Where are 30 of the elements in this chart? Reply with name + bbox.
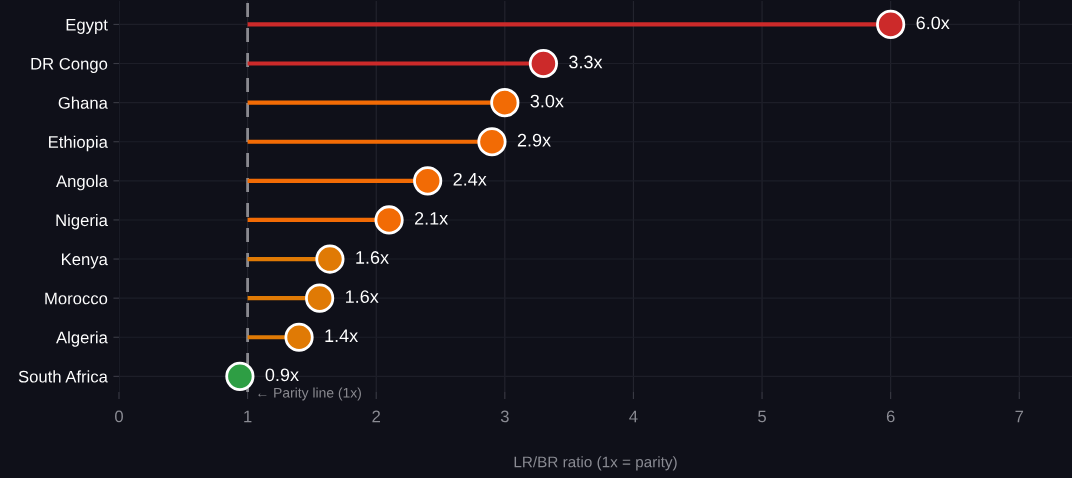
y-tick-label: Ethiopia (49, 135, 108, 152)
y-tick-label: Nigeria (56, 213, 108, 230)
data-label: 2.9x (517, 133, 551, 147)
y-tick-label: Morocco (45, 292, 108, 305)
y-tick-label: Ghana (58, 96, 108, 109)
data-label: 1.4x (325, 329, 358, 342)
x-tick-label: 4 (629, 410, 638, 423)
y-tick-label: South Africa (18, 370, 108, 383)
data-label: 3.3x (569, 55, 603, 69)
x-tick-label: 1 (244, 410, 252, 423)
x-axis-title: LR/BR ratio (1x = parity) (514, 456, 677, 471)
data-label: 1.6x (346, 290, 379, 303)
data-label: 0.9x (265, 368, 299, 382)
x-tick-label: 3 (500, 410, 509, 423)
x-tick-label: 6 (886, 410, 895, 423)
data-label: 2.4x (453, 172, 487, 186)
data-label: 1.6x (356, 251, 389, 264)
y-tick-label: Angola (56, 174, 108, 191)
data-label: 3.0x (530, 94, 564, 108)
x-tick-label: 7 (1015, 410, 1024, 423)
x-tick-label: 2 (372, 410, 381, 423)
ref-line-label: ← Parity line (1x) (258, 387, 361, 401)
y-tick-label: Egypt (66, 18, 108, 34)
y-tick-label: Algeria (56, 331, 108, 347)
y-tick-label: DR Congo (31, 57, 108, 74)
data-label: 6.0x (916, 16, 950, 30)
data-label: 2.1x (414, 212, 449, 225)
x-tick-label: 5 (758, 410, 766, 423)
y-tick-label: Kenya (62, 253, 108, 269)
x-tick-label: 0 (115, 410, 123, 423)
